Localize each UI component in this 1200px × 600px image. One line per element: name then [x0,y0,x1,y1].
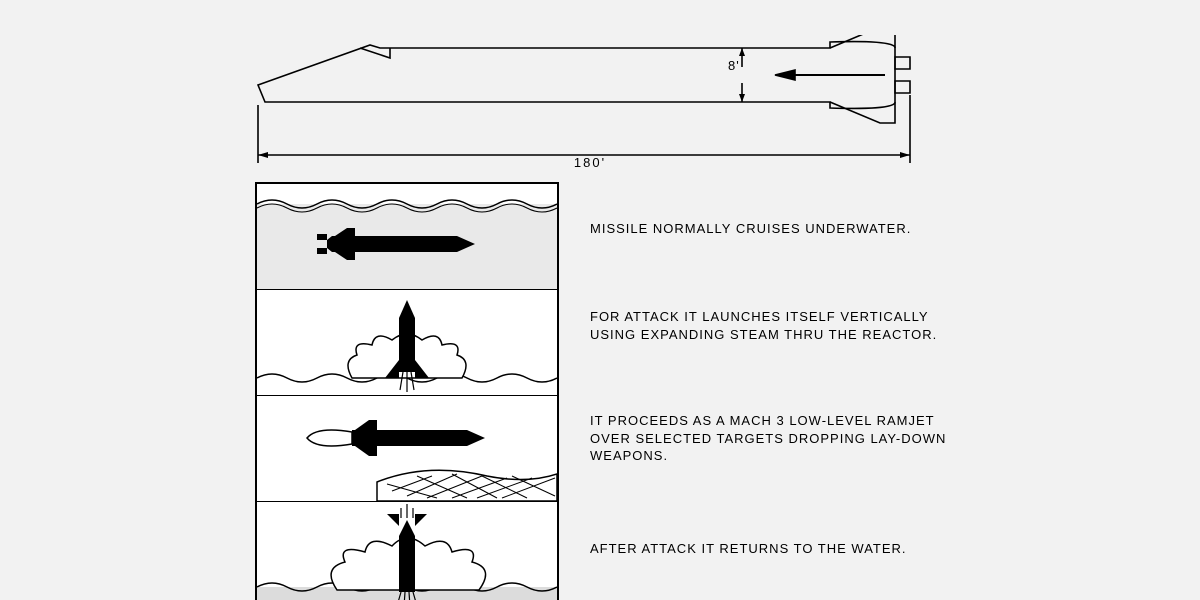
caption-3: IT PROCEEDS AS A MACH 3 LOW-LEVEL RAMJET… [590,412,970,465]
dimension-height-label: 8' [728,58,740,73]
missile-profile [250,35,930,170]
panel-2-launch [257,290,557,396]
panel-4-return [257,502,557,600]
panel-3-ramjet [257,396,557,502]
caption-1: MISSILE NORMALLY CRUISES UNDERWATER. [590,220,970,238]
missile-profile-svg [250,35,930,170]
panel-1-underwater [257,184,557,290]
dimension-length-label: 180' [250,155,930,170]
sequence-panels [255,182,559,600]
diagram-canvas: 8' 180' [0,0,1200,600]
caption-4: AFTER ATTACK IT RETURNS TO THE WATER. [590,540,970,558]
caption-2: FOR ATTACK IT LAUNCHES ITSELF VERTICALLY… [590,308,970,343]
